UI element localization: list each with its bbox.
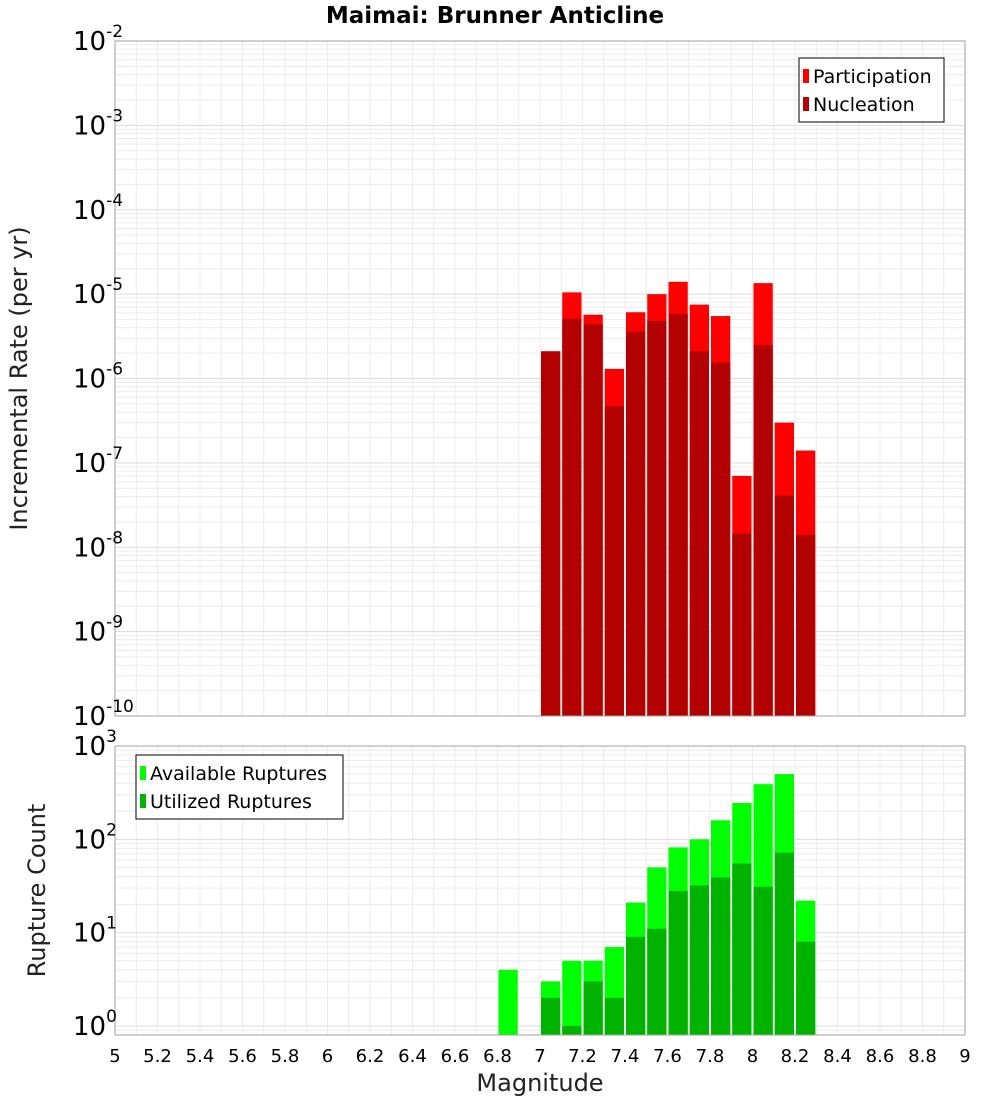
top-bar-nucleation [562, 318, 582, 716]
x-tick-label: 8.6 [866, 1046, 895, 1067]
x-tick-label: 6.6 [441, 1046, 470, 1067]
top-bar-nucleation [796, 534, 816, 716]
x-tick-label: 5.8 [271, 1046, 300, 1067]
x-tick-label: 9 [959, 1046, 970, 1067]
bottom-ytick-label: 100 [73, 1007, 117, 1042]
top-ytick-label: 10-6 [73, 360, 123, 395]
top-bar-nucleation [753, 344, 773, 716]
x-tick-label: 8.2 [781, 1046, 810, 1067]
bottom-bar-utilized-ruptures [732, 863, 752, 1035]
bottom-bar-utilized-ruptures [562, 1025, 582, 1035]
top-legend-label: Participation [813, 66, 932, 88]
x-tick-label: 5.4 [186, 1046, 215, 1067]
bottom-y-axis-label: Rupture Count [23, 804, 51, 978]
top-ytick-label: 10-9 [73, 613, 123, 648]
top-ytick-label: 10-10 [73, 697, 134, 732]
bottom-bar-utilized-ruptures [626, 936, 646, 1035]
bottom-legend-swatch [140, 766, 146, 780]
x-tick-label: 5.6 [228, 1046, 257, 1067]
x-tick-label: 7.2 [568, 1046, 597, 1067]
x-tick-label: 7.8 [696, 1046, 725, 1067]
top-ytick-label: 10-5 [73, 275, 123, 310]
top-bars [541, 281, 816, 716]
bottom-bar-utilized-ruptures [774, 852, 794, 1035]
top-bar-nucleation [647, 321, 667, 716]
top-bar-nucleation [668, 314, 688, 716]
bottom-bar-utilized-ruptures [711, 877, 731, 1035]
top-bar-nucleation [541, 351, 561, 716]
top-plot-border [114, 40, 966, 717]
bottom-ytick-label: 102 [73, 820, 117, 855]
bottom-legend-swatch [140, 794, 146, 808]
bottom-bar-utilized-ruptures [541, 997, 561, 1035]
x-tick-label: 8.8 [908, 1046, 937, 1067]
top-bar-nucleation [711, 362, 731, 716]
top-ytick-label: 10-3 [73, 106, 123, 141]
top-bar-nucleation [689, 351, 709, 716]
top-legend-label: Nucleation [813, 94, 915, 116]
x-tick-label: 7.4 [611, 1046, 640, 1067]
x-axis-label: Magnitude [476, 1069, 603, 1097]
bottom-bar-utilized-ruptures [583, 981, 603, 1035]
bottom-legend-label: Utilized Ruptures [150, 791, 312, 813]
top-ytick-label: 10-7 [73, 444, 123, 479]
x-tick-label: 6.8 [483, 1046, 512, 1067]
top-ytick-label: 10-2 [73, 22, 123, 57]
top-bar-nucleation [732, 533, 752, 716]
top-legend-box [798, 57, 945, 123]
bottom-plot-border [114, 745, 966, 1036]
top-panel: 10-10 10-9 10-8 10-7 10-6 10-5 10-4 10-3 10-2 Inc… [5, 22, 966, 732]
bottom-bar-available-ruptures [498, 969, 518, 1035]
bottom-bars [498, 774, 816, 1035]
chart-title: Maimai: Brunner Anticline [326, 3, 664, 29]
x-tick-label: 7 [534, 1046, 545, 1067]
x-tick-label: 6.4 [398, 1046, 427, 1067]
top-ytick-label: 10-4 [73, 191, 123, 226]
bottom-bar-utilized-ruptures [753, 886, 773, 1035]
x-tick-label: 8.4 [823, 1046, 852, 1067]
top-bar-nucleation [604, 406, 624, 716]
bottom-bar-available-ruptures [562, 960, 582, 1035]
bottom-panel: 100 101 102 103 Rupture Count 5 5.2 5.4 5.6 5.8 6 6… [23, 727, 971, 1097]
bottom-bar-utilized-ruptures [689, 885, 709, 1035]
bottom-bar-utilized-ruptures [668, 890, 688, 1035]
top-y-axis-label: Incremental Rate (per yr) [5, 226, 33, 530]
top-bar-nucleation [626, 331, 646, 716]
top-ytick-label: 10-8 [73, 528, 123, 563]
x-tick-label: 7.6 [653, 1046, 682, 1067]
bottom-bar-utilized-ruptures [604, 997, 624, 1035]
x-tick-label: 6.2 [356, 1046, 385, 1067]
top-bar-nucleation [583, 324, 603, 716]
bottom-ytick-label: 101 [73, 914, 117, 949]
top-legend: Participation Nucleation [798, 57, 945, 123]
x-tick-label: 5.2 [143, 1046, 172, 1067]
top-bar-nucleation [774, 495, 794, 716]
top-legend-swatch [803, 97, 809, 111]
bottom-bar-utilized-ruptures [647, 928, 667, 1035]
bottom-bar-utilized-ruptures [796, 941, 816, 1035]
top-legend-swatch [803, 69, 809, 83]
top-grid [114, 41, 966, 717]
bottom-ytick-label: 103 [73, 727, 117, 762]
x-tick-label: 8 [747, 1046, 758, 1067]
bottom-legend: Available Ruptures Utilized Ruptures [135, 754, 344, 820]
x-tick-label: 6 [322, 1046, 333, 1067]
bottom-legend-label: Available Ruptures [150, 763, 327, 785]
x-tick-label: 5 [109, 1046, 120, 1067]
bottom-legend-box [135, 754, 344, 820]
